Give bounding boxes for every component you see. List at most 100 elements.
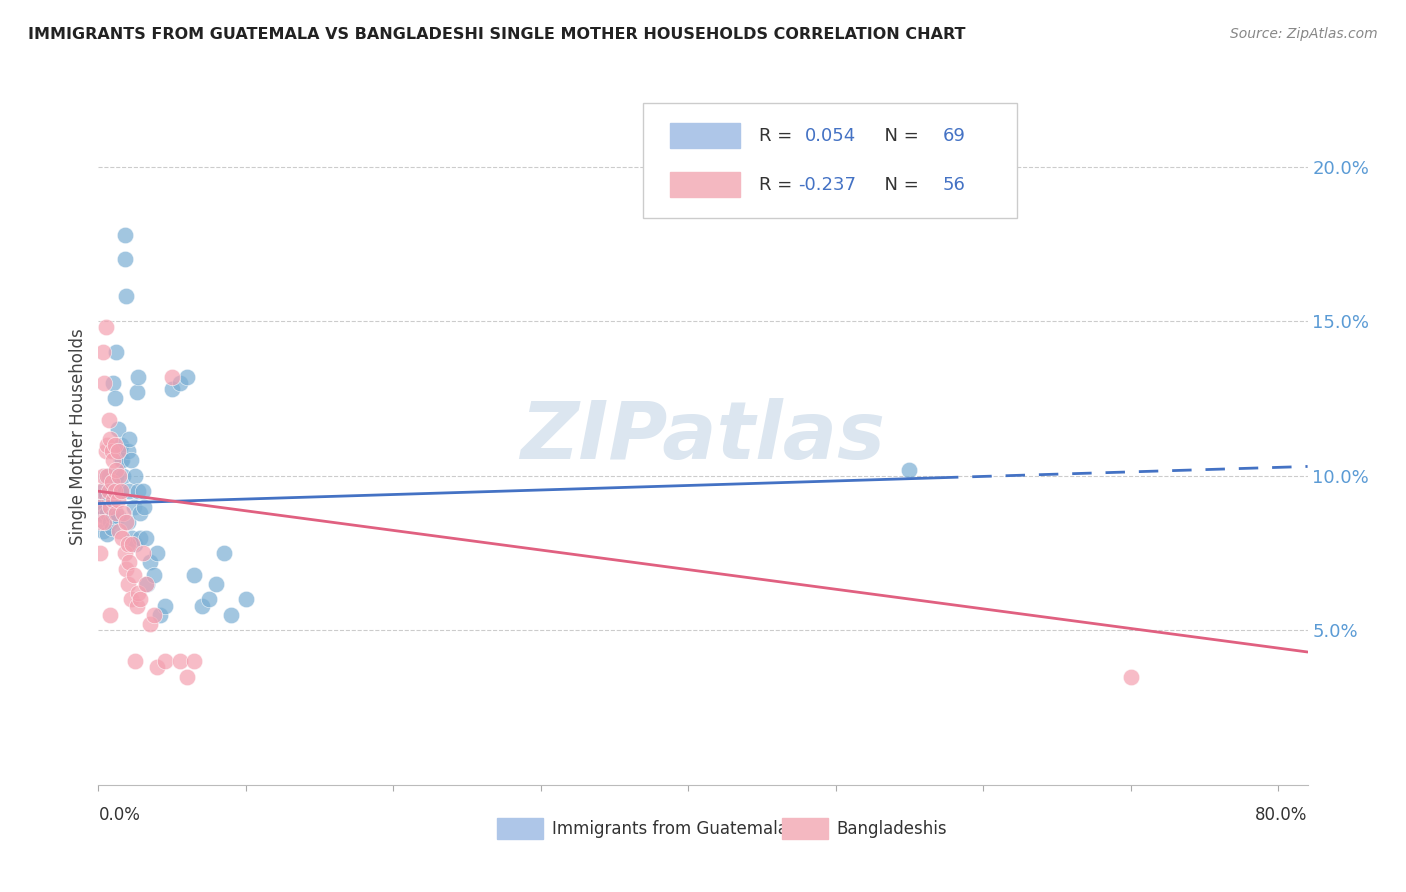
- Point: [105, 506, 128, 520]
- Point: [91, 468, 114, 483]
- Point: [125, 599, 148, 613]
- Point: [898, 462, 921, 476]
- Point: [160, 382, 183, 396]
- Point: [146, 660, 169, 674]
- Point: [100, 521, 122, 535]
- Point: [112, 506, 135, 520]
- Point: [108, 484, 131, 499]
- Text: -0.237: -0.237: [799, 176, 856, 194]
- Point: [108, 524, 131, 539]
- Point: [98, 432, 121, 446]
- Point: [176, 369, 198, 384]
- Point: [114, 546, 136, 560]
- Point: [127, 484, 149, 499]
- Point: [104, 438, 127, 452]
- Point: [96, 506, 118, 520]
- Point: [101, 453, 124, 467]
- Point: [124, 654, 146, 668]
- Point: [117, 515, 139, 529]
- Point: [114, 227, 136, 242]
- Point: [101, 493, 124, 508]
- Point: [190, 599, 212, 613]
- Point: [97, 493, 120, 508]
- Point: [120, 453, 142, 467]
- Point: [117, 577, 139, 591]
- Point: [90, 484, 112, 499]
- Point: [101, 376, 124, 390]
- FancyBboxPatch shape: [671, 123, 741, 148]
- Point: [219, 607, 242, 622]
- Point: [118, 484, 141, 499]
- Point: [107, 493, 129, 508]
- Point: [89, 546, 111, 560]
- Point: [91, 524, 114, 539]
- Point: [143, 607, 166, 622]
- Point: [98, 491, 121, 505]
- Point: [98, 500, 121, 514]
- Point: [114, 252, 136, 267]
- Point: [100, 444, 122, 458]
- Point: [115, 289, 138, 303]
- Point: [128, 531, 150, 545]
- Point: [135, 531, 157, 545]
- Point: [117, 444, 139, 458]
- Text: 0.054: 0.054: [804, 127, 856, 145]
- Point: [127, 586, 149, 600]
- Text: ZIPatlas: ZIPatlas: [520, 398, 886, 476]
- Point: [94, 320, 117, 334]
- Point: [124, 468, 146, 483]
- Point: [94, 487, 117, 501]
- Point: [117, 537, 139, 551]
- Point: [96, 438, 118, 452]
- Point: [110, 484, 132, 499]
- Point: [107, 508, 129, 523]
- Text: N =: N =: [873, 127, 925, 145]
- Point: [183, 567, 205, 582]
- Point: [91, 345, 114, 359]
- Point: [111, 531, 134, 545]
- Point: [98, 607, 121, 622]
- Point: [100, 475, 122, 489]
- Point: [108, 468, 131, 483]
- Point: [128, 506, 150, 520]
- Point: [127, 369, 149, 384]
- Point: [135, 577, 157, 591]
- Point: [153, 654, 176, 668]
- Point: [112, 468, 135, 483]
- Point: [169, 376, 191, 390]
- Point: [90, 506, 112, 520]
- Point: [136, 577, 159, 591]
- Text: 69: 69: [942, 127, 966, 145]
- Point: [1119, 670, 1142, 684]
- Point: [118, 432, 141, 446]
- Point: [176, 670, 198, 684]
- Text: R =: R =: [759, 127, 797, 145]
- Point: [115, 515, 138, 529]
- Point: [104, 484, 127, 499]
- Point: [111, 453, 134, 467]
- Point: [134, 500, 156, 514]
- Point: [101, 508, 124, 523]
- Point: [110, 453, 132, 467]
- Point: [98, 515, 121, 529]
- Point: [105, 468, 128, 483]
- Point: [125, 385, 148, 400]
- Point: [121, 531, 143, 545]
- FancyBboxPatch shape: [782, 818, 828, 839]
- Point: [128, 592, 150, 607]
- Text: Bangladeshis: Bangladeshis: [837, 820, 946, 838]
- Text: 0.0%: 0.0%: [98, 805, 141, 824]
- Point: [91, 484, 114, 499]
- Point: [100, 478, 122, 492]
- Point: [97, 468, 120, 483]
- Point: [122, 500, 145, 514]
- Point: [93, 515, 115, 529]
- Text: Immigrants from Guatemala: Immigrants from Guatemala: [551, 820, 787, 838]
- Point: [96, 527, 118, 541]
- Point: [93, 376, 115, 390]
- Y-axis label: Single Mother Households: Single Mother Households: [69, 329, 87, 545]
- Point: [90, 515, 112, 529]
- Point: [139, 555, 162, 569]
- FancyBboxPatch shape: [498, 818, 543, 839]
- Text: N =: N =: [873, 176, 925, 194]
